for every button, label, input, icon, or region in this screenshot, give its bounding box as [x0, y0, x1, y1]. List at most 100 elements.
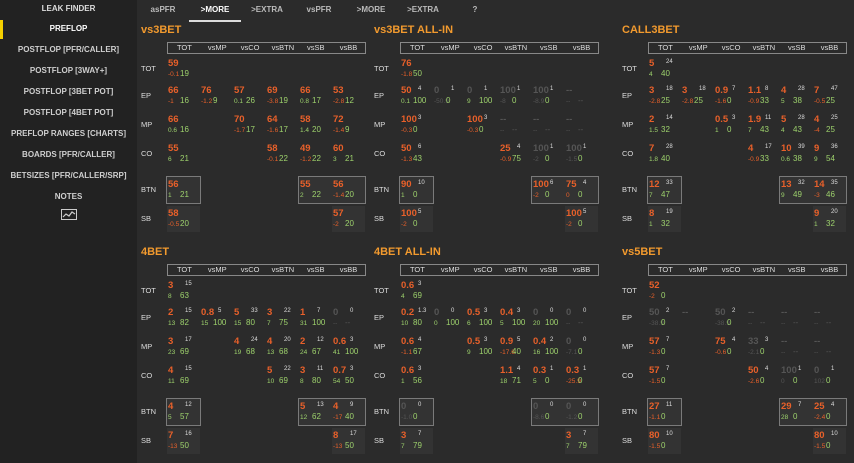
- tab-3[interactable]: vsPFR: [306, 5, 332, 14]
- stat-cell[interactable]: 5 33 15 80: [233, 305, 266, 331]
- column-header[interactable]: vsMP: [207, 265, 227, 274]
- stat-cell[interactable]: 100 1 -2 0: [532, 141, 565, 167]
- column-header[interactable]: vsBB: [339, 43, 358, 52]
- stat-cell[interactable]: 3 17 23 69: [167, 334, 200, 360]
- stat-cell[interactable]: 9 20 1 32: [813, 206, 846, 232]
- stat-cell[interactable]: 5 22 10 69: [266, 363, 299, 389]
- stat-cell[interactable]: 3 22 7 75: [266, 305, 299, 331]
- stat-cell[interactable]: 50 2 -38.9 0: [714, 305, 747, 331]
- stat-cell[interactable]: 4 25 -4 25: [813, 112, 846, 138]
- stat-cell[interactable]: 10 39 0.6 38: [780, 141, 813, 167]
- stat-cell[interactable]: 0 0 -7.1 0: [565, 334, 598, 360]
- column-header[interactable]: TOT: [657, 265, 673, 274]
- stat-cell[interactable]: 100 6 -2 0: [532, 177, 565, 203]
- stat-cell[interactable]: 0.4 3 5 100: [499, 305, 532, 331]
- stat-cell[interactable]: 2 15 13 82: [167, 305, 200, 331]
- stat-cell[interactable]: 60 3 21: [332, 141, 365, 167]
- stat-cell[interactable]: 66 -1 16: [167, 83, 200, 109]
- sidebar-item-preflop[interactable]: PREFLOP: [0, 18, 137, 39]
- stat-cell[interactable]: 1.9 11 7 43: [747, 112, 780, 138]
- column-header[interactable]: vsCO: [473, 265, 493, 274]
- stat-cell[interactable]: 0.2 1.3 10 80: [400, 305, 433, 331]
- column-header[interactable]: vsCO: [721, 43, 741, 52]
- stat-cell[interactable]: 80 10 -1.5 0: [813, 428, 846, 454]
- stat-cell[interactable]: 4 9 -17 40: [332, 399, 365, 425]
- stat-cell[interactable]: -- -- --: [747, 305, 780, 331]
- stat-cell[interactable]: 0.5 3 6 100: [466, 305, 499, 331]
- sidebar-item-betsizes-pfr-caller-srp[interactable]: BETSIZES [PFR/CALLER/SRP]: [10, 171, 127, 180]
- stat-cell[interactable]: 75 4 -0.6 0: [714, 334, 747, 360]
- stat-cell[interactable]: 0.4 2 16 100: [532, 334, 565, 360]
- column-header[interactable]: vsCO: [240, 265, 260, 274]
- stat-cell[interactable]: 3 11 8 80: [299, 363, 332, 389]
- line-chart-icon[interactable]: [0, 209, 137, 220]
- stat-cell[interactable]: 0.5 3 9 100: [466, 334, 499, 360]
- column-header[interactable]: vsBTN: [271, 265, 295, 274]
- stat-cell[interactable]: 0 0 -- --: [565, 305, 598, 331]
- stat-cell[interactable]: 5 24 4 40: [648, 56, 681, 82]
- stat-cell[interactable]: 49 -1.2 22: [299, 141, 332, 167]
- stat-cell[interactable]: 59 -0.1 19: [167, 56, 200, 82]
- stat-cell[interactable]: -- -- --: [813, 334, 846, 360]
- stat-cell[interactable]: -- -- --: [813, 305, 846, 331]
- stat-cell[interactable]: 50 6 -1.3 43: [400, 141, 433, 167]
- column-header[interactable]: vsMP: [440, 265, 460, 274]
- column-header[interactable]: vsBTN: [271, 43, 295, 52]
- stat-cell[interactable]: -- -- --: [565, 112, 598, 138]
- column-header[interactable]: vsBTN: [752, 265, 776, 274]
- stat-cell[interactable]: -- -- --: [532, 112, 565, 138]
- stat-cell[interactable]: 0 0 -1.0 0: [400, 399, 433, 425]
- stat-cell[interactable]: 25 4 -2.4 0: [813, 399, 846, 425]
- stat-cell[interactable]: 55 2 22: [299, 177, 332, 203]
- column-header[interactable]: vsBB: [820, 265, 839, 274]
- stat-cell[interactable]: 0.6 3 4 69: [400, 278, 433, 304]
- stat-cell[interactable]: 70 -1.7 17: [233, 112, 266, 138]
- stat-cell[interactable]: 50 4 0.1 100: [400, 83, 433, 109]
- stat-cell[interactable]: 0.9 5 -17.6 40: [499, 334, 532, 360]
- sidebar-item-boards-pfr-caller[interactable]: BOARDS [PFR/CALLER]: [22, 150, 115, 159]
- stat-cell[interactable]: -- -- --: [499, 112, 532, 138]
- stat-cell[interactable]: 75 4 0 0: [565, 177, 598, 203]
- column-header[interactable]: vsBB: [572, 43, 591, 52]
- tab-6[interactable]: ?: [472, 5, 478, 14]
- stat-cell[interactable]: 57 0.1 26: [233, 83, 266, 109]
- stat-cell[interactable]: 0.7 3 54 50: [332, 363, 365, 389]
- column-header[interactable]: vsBTN: [752, 43, 776, 52]
- stat-cell[interactable]: 100 3 -0.3 0: [466, 112, 499, 138]
- stat-cell[interactable]: 56 -1.4 20: [332, 177, 365, 203]
- stat-cell[interactable]: 0 0 -- --: [332, 305, 365, 331]
- stat-cell[interactable]: 3 18 -2.8 25: [648, 83, 681, 109]
- column-header[interactable]: vsMP: [207, 43, 227, 52]
- sidebar-item-postflop-pfr-caller[interactable]: POSTFLOP [PFR/CALLER]: [17, 45, 120, 54]
- stat-cell[interactable]: 2 12 24 67: [299, 334, 332, 360]
- stat-cell[interactable]: 0.3 1 5 0: [532, 363, 565, 389]
- stat-cell[interactable]: 57 7 -1.3 0: [648, 334, 681, 360]
- sidebar-item-preflop-ranges-charts[interactable]: PREFLOP RANGES [CHARTS]: [11, 129, 126, 138]
- column-header[interactable]: vsCO: [240, 43, 260, 52]
- stat-cell[interactable]: 0 0 20 100: [532, 305, 565, 331]
- stat-cell[interactable]: 5 13 12 62: [299, 399, 332, 425]
- stat-cell[interactable]: 0.9 7 -1.6 0: [714, 83, 747, 109]
- stat-cell[interactable]: 0 0 0 100: [433, 305, 466, 331]
- stat-cell[interactable]: 0 1 102 0: [813, 363, 846, 389]
- column-header[interactable]: vsSB: [539, 43, 558, 52]
- stat-cell[interactable]: 66 0.8 17: [299, 83, 332, 109]
- stat-cell[interactable]: -- -- --: [780, 334, 813, 360]
- column-header[interactable]: TOT: [409, 265, 425, 274]
- stat-cell[interactable]: 7 28 1.8 40: [648, 141, 681, 167]
- column-header[interactable]: TOT: [176, 43, 192, 52]
- stat-cell[interactable]: 29 7 28 0: [780, 399, 813, 425]
- stat-cell[interactable]: 4 24 19 68: [233, 334, 266, 360]
- stat-cell[interactable]: 4 20 13 68: [266, 334, 299, 360]
- stat-cell[interactable]: --: [681, 305, 714, 331]
- stat-cell[interactable]: 0 0 -8.6 0: [532, 399, 565, 425]
- stat-cell[interactable]: 52 -2 0: [648, 278, 681, 304]
- stat-cell[interactable]: 4 12 5 57: [167, 399, 200, 425]
- column-header[interactable]: vsMP: [688, 43, 708, 52]
- stat-cell[interactable]: -- -- --: [780, 305, 813, 331]
- stat-cell[interactable]: 50 4 -2.6 0: [747, 363, 780, 389]
- stat-cell[interactable]: 0.8 5 15 100: [200, 305, 233, 331]
- stat-cell[interactable]: 0.6 3 41 100: [332, 334, 365, 360]
- column-header[interactable]: vsMP: [688, 265, 708, 274]
- stat-cell[interactable]: 100 1 -8 0: [499, 83, 532, 109]
